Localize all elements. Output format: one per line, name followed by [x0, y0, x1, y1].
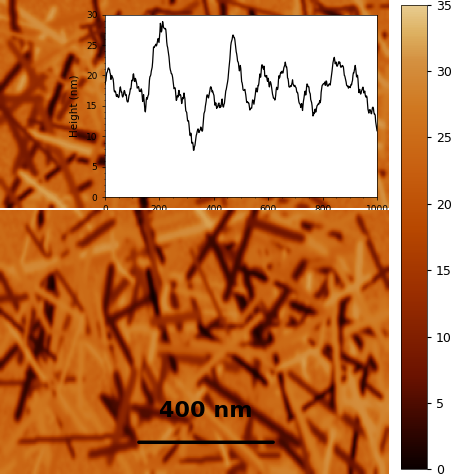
Text: 400 nm: 400 nm — [159, 401, 253, 421]
